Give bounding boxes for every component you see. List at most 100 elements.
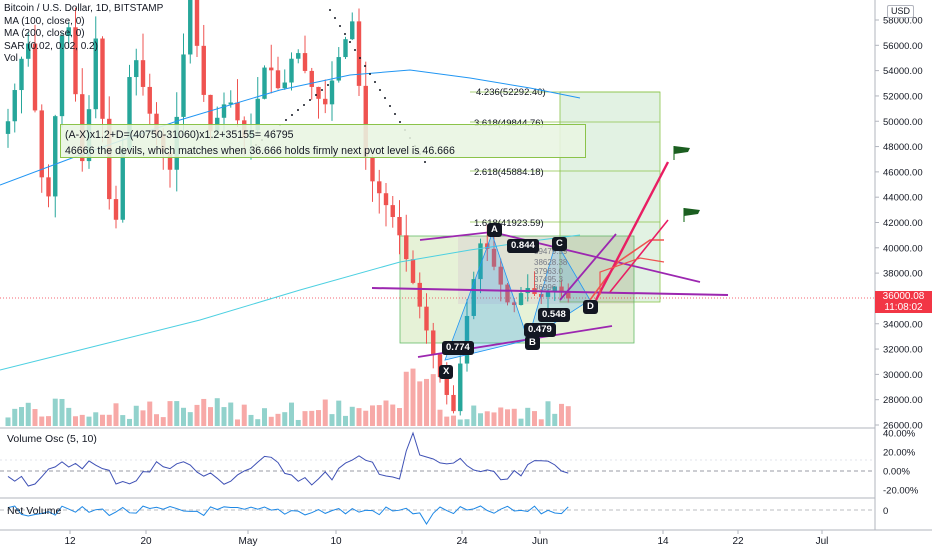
volume-bar <box>356 408 362 426</box>
volume-bar <box>194 404 200 426</box>
sar-dot <box>384 97 386 99</box>
candle-body <box>518 293 524 305</box>
volume-bar <box>106 414 112 426</box>
volume-bar <box>52 398 58 426</box>
volume-bar <box>559 403 564 426</box>
current-price-label: 36000.08 11:08:02 <box>875 291 932 313</box>
channel-line <box>559 233 617 301</box>
candle-body <box>410 259 416 283</box>
annotation-note[interactable]: (A-X)x1.2+D=(40750-31060)x1.2+35155= 467… <box>60 124 586 158</box>
volume-bar <box>295 419 301 426</box>
pattern-level-label: 37963.0 <box>534 267 563 276</box>
candle-body <box>255 98 260 131</box>
volume-bar <box>79 414 85 426</box>
volume-bar <box>59 398 65 426</box>
sar-dot <box>303 104 305 106</box>
candle-body <box>417 282 422 307</box>
volume-bar <box>491 412 497 426</box>
volume-bar <box>25 402 31 426</box>
candle-body <box>26 43 31 59</box>
candle-body <box>208 94 213 132</box>
candle-body <box>107 118 112 200</box>
symbol-title[interactable]: Bitcoin / U.S. Dollar, 1D, BITSTAMP <box>4 3 164 14</box>
volume-bar <box>248 414 254 426</box>
indicator-volume[interactable]: Vol <box>4 53 18 64</box>
volume-bar <box>343 415 348 426</box>
sar-dot <box>369 73 371 75</box>
price-axis-label: 58000.00 <box>883 16 923 27</box>
indicator-ma200[interactable]: MA (200, close, 0) <box>4 28 85 39</box>
pattern-level-label: 36996 <box>534 283 557 292</box>
volume-bar <box>511 408 517 426</box>
volume-bar <box>363 410 369 426</box>
net-volume-label[interactable]: Net Volume <box>7 505 62 517</box>
candle-body <box>458 363 463 412</box>
volume-bar <box>208 407 213 426</box>
volume-bar <box>464 419 470 426</box>
volume-osc-line <box>7 431 569 487</box>
price-axis-label: 52000.00 <box>883 91 923 102</box>
volume-bar <box>336 400 342 426</box>
support-line <box>371 287 729 296</box>
time-axis-label: 10 <box>330 536 342 547</box>
volume-osc-label[interactable]: Volume Osc (5, 10) <box>7 433 97 445</box>
price-axis-label: 28000.00 <box>883 395 923 406</box>
candle-body <box>154 113 159 135</box>
volume-bar <box>201 398 207 426</box>
volume-bar <box>552 413 558 426</box>
indicator-ma100[interactable]: MA (100, close, 0) <box>4 15 85 27</box>
volume-bar <box>120 415 126 426</box>
sar-dot <box>349 41 351 43</box>
price-axis-label: 30000.00 <box>883 370 923 381</box>
ratio-xd-tag: 0.774 <box>442 341 474 355</box>
candle-body <box>275 70 281 89</box>
candles <box>5 0 571 426</box>
price-axis-label: 34000.00 <box>883 319 923 330</box>
sar-dot <box>359 57 361 59</box>
volume-bar <box>147 401 153 426</box>
candle-body <box>302 53 308 71</box>
candle-body <box>363 85 368 158</box>
candle-body <box>127 77 132 149</box>
volume-bar <box>390 404 396 426</box>
volume-bar <box>167 401 173 426</box>
volume-bar <box>471 405 477 426</box>
volume-bar <box>160 417 166 426</box>
volume-bar <box>383 400 389 426</box>
sar-dot <box>374 81 376 83</box>
volume-bar <box>289 402 294 426</box>
time-axis-label: 24 <box>456 536 468 547</box>
time-axis-label: 22 <box>732 536 744 547</box>
time-axis-label: Jun <box>532 536 548 547</box>
sar-dot <box>321 89 323 91</box>
volume-bar <box>349 406 355 426</box>
sar-dot <box>379 89 381 91</box>
candle-body <box>59 35 65 117</box>
volume-bar <box>376 405 382 426</box>
volume-bar <box>275 413 281 426</box>
candle-body <box>201 45 206 95</box>
time-axis-label: 12 <box>64 536 76 547</box>
price-axis-label: 38000.00 <box>883 269 923 280</box>
volume-bar <box>39 416 45 426</box>
sar-dot <box>389 105 391 107</box>
fib-label: 4.236(52292.40) <box>476 87 546 98</box>
volume-bar <box>100 414 105 426</box>
currency-button[interactable]: USD <box>887 5 915 18</box>
volume-bar <box>133 405 139 426</box>
candle-body <box>451 394 456 412</box>
price-axis-label: 26000.00 <box>883 421 923 432</box>
candle-body <box>545 290 551 297</box>
candle-body <box>343 39 348 58</box>
volume-bar <box>32 409 38 426</box>
projection-branch <box>599 257 665 295</box>
indicator-sar[interactable]: SAR (0.02, 0.02, 0.2) <box>4 40 98 52</box>
candle-body <box>559 286 564 293</box>
candle-body <box>309 70 314 87</box>
volume-bar <box>12 408 18 426</box>
point-d-tag: D <box>583 300 598 314</box>
target-flag-icon <box>674 146 690 154</box>
sar-dot <box>309 99 311 101</box>
volume-bar <box>73 416 78 426</box>
